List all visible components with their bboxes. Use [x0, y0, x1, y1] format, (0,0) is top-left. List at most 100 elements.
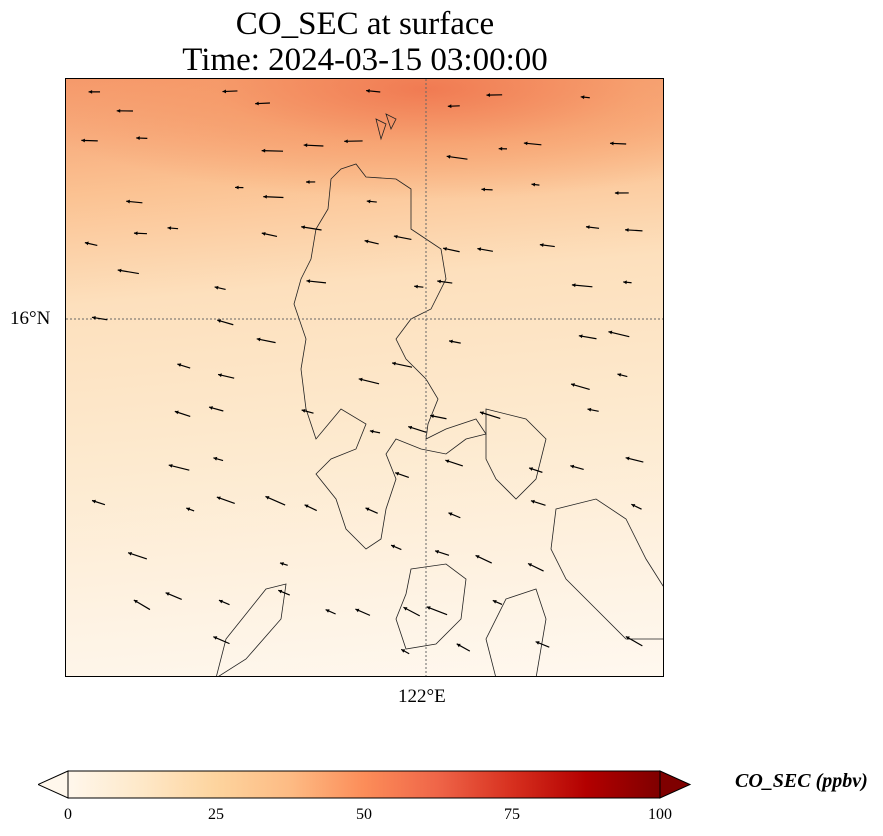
wind-arrow	[168, 464, 190, 471]
wind-arrow-head	[301, 225, 305, 230]
wind-arrow-head	[261, 148, 266, 153]
wind-arrow-head	[216, 496, 221, 501]
wind-arrow-head	[570, 464, 575, 469]
wind-arrow-head	[344, 139, 348, 144]
wind-arrow-head	[366, 199, 371, 204]
wind-arrow-head	[214, 285, 219, 290]
wind-arrow-head	[136, 136, 140, 141]
wind-arrow-head	[165, 592, 170, 596]
wind-arrow-head	[498, 146, 503, 151]
wind-arrow-head	[414, 284, 418, 289]
wind-arrow-head	[263, 194, 267, 199]
wind-arrow-head	[126, 199, 130, 204]
wind-arrow-head	[218, 373, 222, 378]
longitude-label: 122°E	[398, 686, 446, 707]
wind-arrow-head	[325, 609, 330, 613]
wind-arrow-head	[477, 247, 482, 252]
wind-arrow-head	[539, 243, 544, 247]
wind-arrow-head	[426, 606, 431, 610]
colorbar-tick: 25	[208, 806, 224, 823]
wind-arrow	[261, 150, 284, 152]
wind-arrow-head	[222, 89, 227, 94]
colorbar-tick: 50	[356, 806, 372, 823]
wind-arrow-head	[530, 499, 535, 504]
wind-arrow-head	[91, 315, 96, 320]
map-plot	[65, 78, 664, 677]
wind-arrow-head	[213, 636, 218, 640]
wind-arrow-head	[535, 641, 540, 645]
wind-arrow-head	[261, 232, 266, 236]
wind-arrow-head	[479, 411, 484, 416]
wind-arrow-head	[116, 108, 121, 113]
wind-arrow-head	[88, 89, 93, 94]
wind-arrow-head	[403, 607, 408, 611]
wind-arrow-head	[256, 337, 261, 342]
wind-arrow-head	[369, 429, 374, 434]
wind-arrow-head	[365, 507, 370, 512]
wind-arrow-head	[306, 279, 311, 284]
wind-arrow-head	[301, 409, 306, 413]
wind-arrow-head	[167, 226, 172, 231]
wind-arrow-head	[437, 279, 442, 284]
title-line-1: CO_SEC at surface	[235, 6, 495, 42]
wind-arrow-head	[617, 373, 622, 377]
wind-arrow-head	[392, 361, 396, 366]
wind-arrow-head	[168, 464, 173, 468]
wind-arrow-head	[128, 551, 133, 556]
wind-arrow	[117, 269, 139, 275]
wind-arrow-head	[585, 225, 590, 230]
wind-arrow-head	[492, 600, 497, 604]
wind-arrow	[479, 411, 501, 420]
wind-arrow-head	[355, 608, 360, 613]
wind-arrow-head	[408, 425, 413, 430]
wind-arrow-head	[304, 504, 309, 509]
wind-arrow-head	[447, 104, 452, 109]
wind-arrow-head	[133, 599, 138, 604]
wind-arrow-head	[609, 141, 614, 146]
colorbar-tick: 100	[648, 806, 672, 823]
wind-arrow-head	[448, 512, 453, 516]
colorbar-extend-max	[659, 770, 692, 799]
wind-arrow-head	[430, 414, 434, 419]
map-overlay	[66, 79, 663, 676]
wind-arrow-head	[571, 283, 576, 288]
wind-arrow-head	[608, 330, 613, 335]
wind-arrow-head	[306, 180, 310, 184]
coastline-south	[216, 113, 547, 676]
wind-arrow-head	[456, 643, 461, 648]
coastlines	[216, 113, 663, 676]
colorbar-tick: 75	[504, 806, 520, 823]
wind-arrow-head	[625, 456, 630, 461]
wind-arrow	[426, 606, 448, 616]
wind-arrow-head	[217, 319, 222, 323]
wind-arrow-head	[401, 649, 406, 653]
coastline-mindoro	[395, 563, 467, 650]
wind-arrow-head	[486, 93, 491, 97]
wind-arrow-head	[481, 187, 485, 192]
coastline-luzon	[293, 163, 487, 550]
wind-arrow	[608, 331, 630, 338]
wind-arrow-head	[235, 185, 239, 190]
wind-arrow-head	[529, 467, 533, 471]
wind-arrow-head	[528, 563, 533, 567]
wind-arrow-head	[395, 472, 400, 476]
title-line-2: Time: 2024-03-15 03:00:00	[182, 42, 548, 78]
wind-arrow-head	[393, 234, 398, 239]
wind-arrow-head	[631, 504, 636, 508]
wind-arrow-head	[587, 407, 592, 412]
wind-arrow-head	[614, 191, 619, 195]
wind-arrow-head	[625, 636, 630, 640]
wind-arrow-head	[523, 141, 528, 146]
wind-arrow-head	[265, 496, 270, 500]
wind-vectors	[81, 89, 644, 655]
wind-arrow-head	[443, 247, 447, 251]
wind-arrow-head	[446, 154, 451, 159]
wind-arrow-head	[174, 410, 179, 415]
colorbar	[38, 770, 692, 799]
wind-arrow-head	[580, 95, 585, 100]
wind-arrow-head	[623, 280, 627, 285]
wind-arrow-head	[358, 377, 363, 382]
wind-arrow-head	[435, 550, 439, 554]
wind-arrow-head	[449, 339, 453, 344]
colorbar-extend-min	[38, 770, 69, 799]
